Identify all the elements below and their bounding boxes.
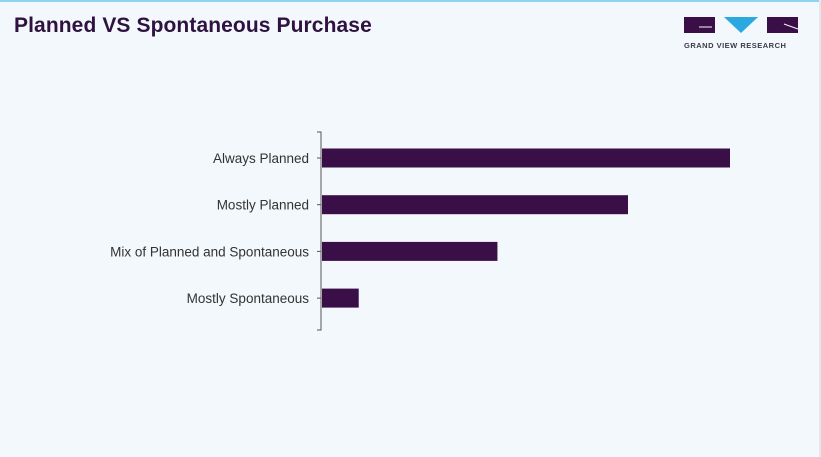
- chart-title: Planned VS Spontaneous Purchase: [14, 14, 372, 37]
- bar: [322, 195, 628, 215]
- right-border: [819, 0, 821, 457]
- category-label: Mostly Planned: [217, 198, 309, 213]
- bar: [322, 288, 359, 308]
- grand-view-research-logo: [684, 17, 799, 33]
- bar: [322, 148, 730, 168]
- category-label: Mostly Spontaneous: [187, 291, 310, 306]
- category-label: Always Planned: [213, 151, 309, 166]
- logo-text: GRAND VIEW RESEARCH: [684, 41, 787, 50]
- bar: [322, 241, 498, 261]
- y-axis: [317, 131, 322, 331]
- top-border: [0, 0, 821, 2]
- category-label: Mix of Planned and Spontaneous: [110, 244, 309, 259]
